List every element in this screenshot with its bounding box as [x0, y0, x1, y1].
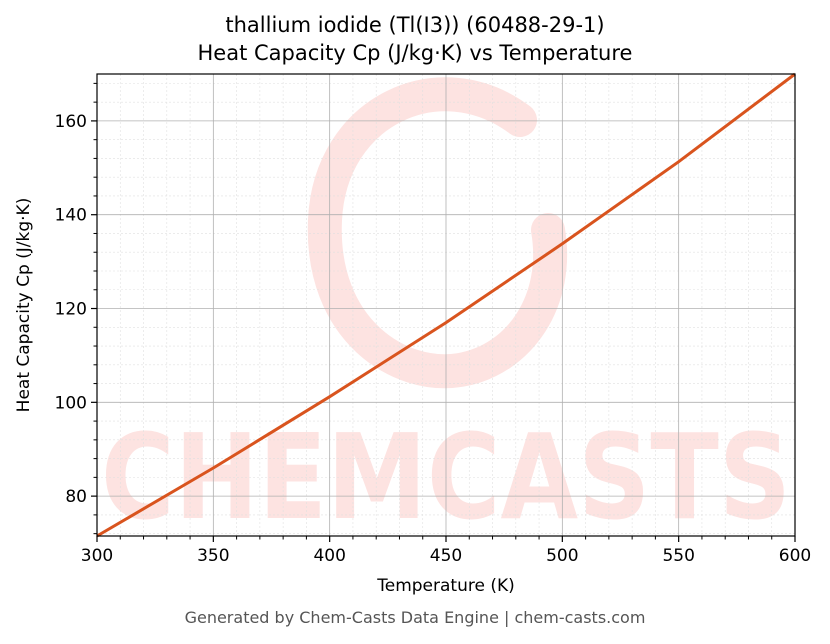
y-axis-label: Heat Capacity Cp (J/kg·K) [14, 197, 34, 413]
x-tick-label: 300 [81, 546, 113, 566]
watermark-logo-swirl [307, 77, 568, 389]
chart-title: thallium iodide (Tl(I3)) (60488-29-1) [225, 13, 605, 37]
y-tick-label: 100 [55, 393, 87, 413]
x-axis-label: Temperature (K) [377, 576, 515, 596]
x-tick-label: 500 [546, 546, 578, 566]
x-tick-label: 450 [430, 546, 462, 566]
y-tick-label: 140 [55, 206, 87, 226]
y-tick-label: 160 [55, 112, 87, 132]
footer-credit: Generated by Chem-Casts Data Engine | ch… [184, 608, 646, 627]
y-tick-label: 120 [55, 300, 87, 320]
axis-ticks: 300 350 400 450 500 550 600 80 100 120 140 160 [55, 82, 811, 566]
y-tick-label: 80 [65, 487, 87, 507]
x-tick-label: 400 [313, 546, 345, 566]
x-tick-label: 350 [197, 546, 229, 566]
chart-subtitle: Heat Capacity Cp (J/kg·K) vs Temperature [197, 41, 633, 65]
heat-capacity-line [96, 72, 796, 538]
x-tick-label: 600 [779, 546, 811, 566]
x-tick-label: 550 [662, 546, 694, 566]
